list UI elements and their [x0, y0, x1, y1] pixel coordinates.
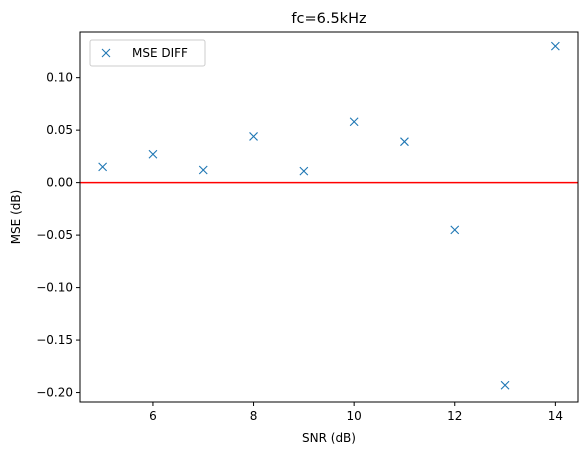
data-point	[148, 149, 158, 159]
y-axis-label: MSE (dB)	[9, 190, 23, 245]
data-point	[550, 41, 560, 51]
data-point	[450, 225, 460, 235]
y-tick-label: −0.10	[36, 281, 73, 295]
x-tick-label: 6	[149, 409, 157, 423]
y-tick-label: −0.20	[36, 386, 73, 400]
x-axis-label: SNR (dB)	[302, 431, 356, 445]
data-point	[198, 165, 208, 175]
x-tick-label: 12	[447, 409, 462, 423]
plot-area: 6 8 10 12 14 −0.20 −0.15 −0.10 −0.05 0.00 0.05 0.10	[36, 31, 579, 423]
data-point-stroke	[400, 137, 409, 147]
x-tick-label: 8	[250, 409, 258, 423]
y-tick-label: −0.15	[36, 333, 73, 347]
data-point	[98, 162, 108, 172]
chart-title: fc=6.5kHz	[291, 11, 366, 27]
x-tick-label: 14	[548, 409, 563, 423]
data-point	[500, 380, 510, 390]
data-point-stroke	[450, 225, 460, 235]
data-point	[249, 132, 258, 141]
legend-label: MSE DIFF	[132, 46, 188, 60]
y-tick-label: 0.05	[46, 123, 73, 137]
data-point	[349, 117, 359, 127]
data-point-stroke	[249, 132, 258, 141]
legend-box	[89, 39, 206, 67]
data-point-stroke	[500, 380, 510, 390]
data-point-stroke	[349, 117, 359, 127]
x-tick-label: 10	[347, 409, 362, 423]
legend-marker	[101, 48, 111, 58]
data-point-stroke	[148, 149, 158, 159]
data-point-stroke	[198, 165, 208, 175]
data-point-stroke	[550, 41, 560, 51]
legend-marker-stroke	[101, 48, 111, 58]
data-point-stroke	[98, 162, 108, 172]
y-tick-label: 0.10	[46, 71, 73, 85]
data-point-stroke	[299, 166, 309, 176]
legend: MSE DIFF	[89, 39, 206, 67]
y-tick-label: −0.05	[36, 228, 73, 242]
data-point	[400, 137, 409, 147]
y-tick-label: 0.00	[46, 176, 73, 190]
data-point	[299, 166, 309, 176]
axes-frame	[79, 31, 579, 403]
